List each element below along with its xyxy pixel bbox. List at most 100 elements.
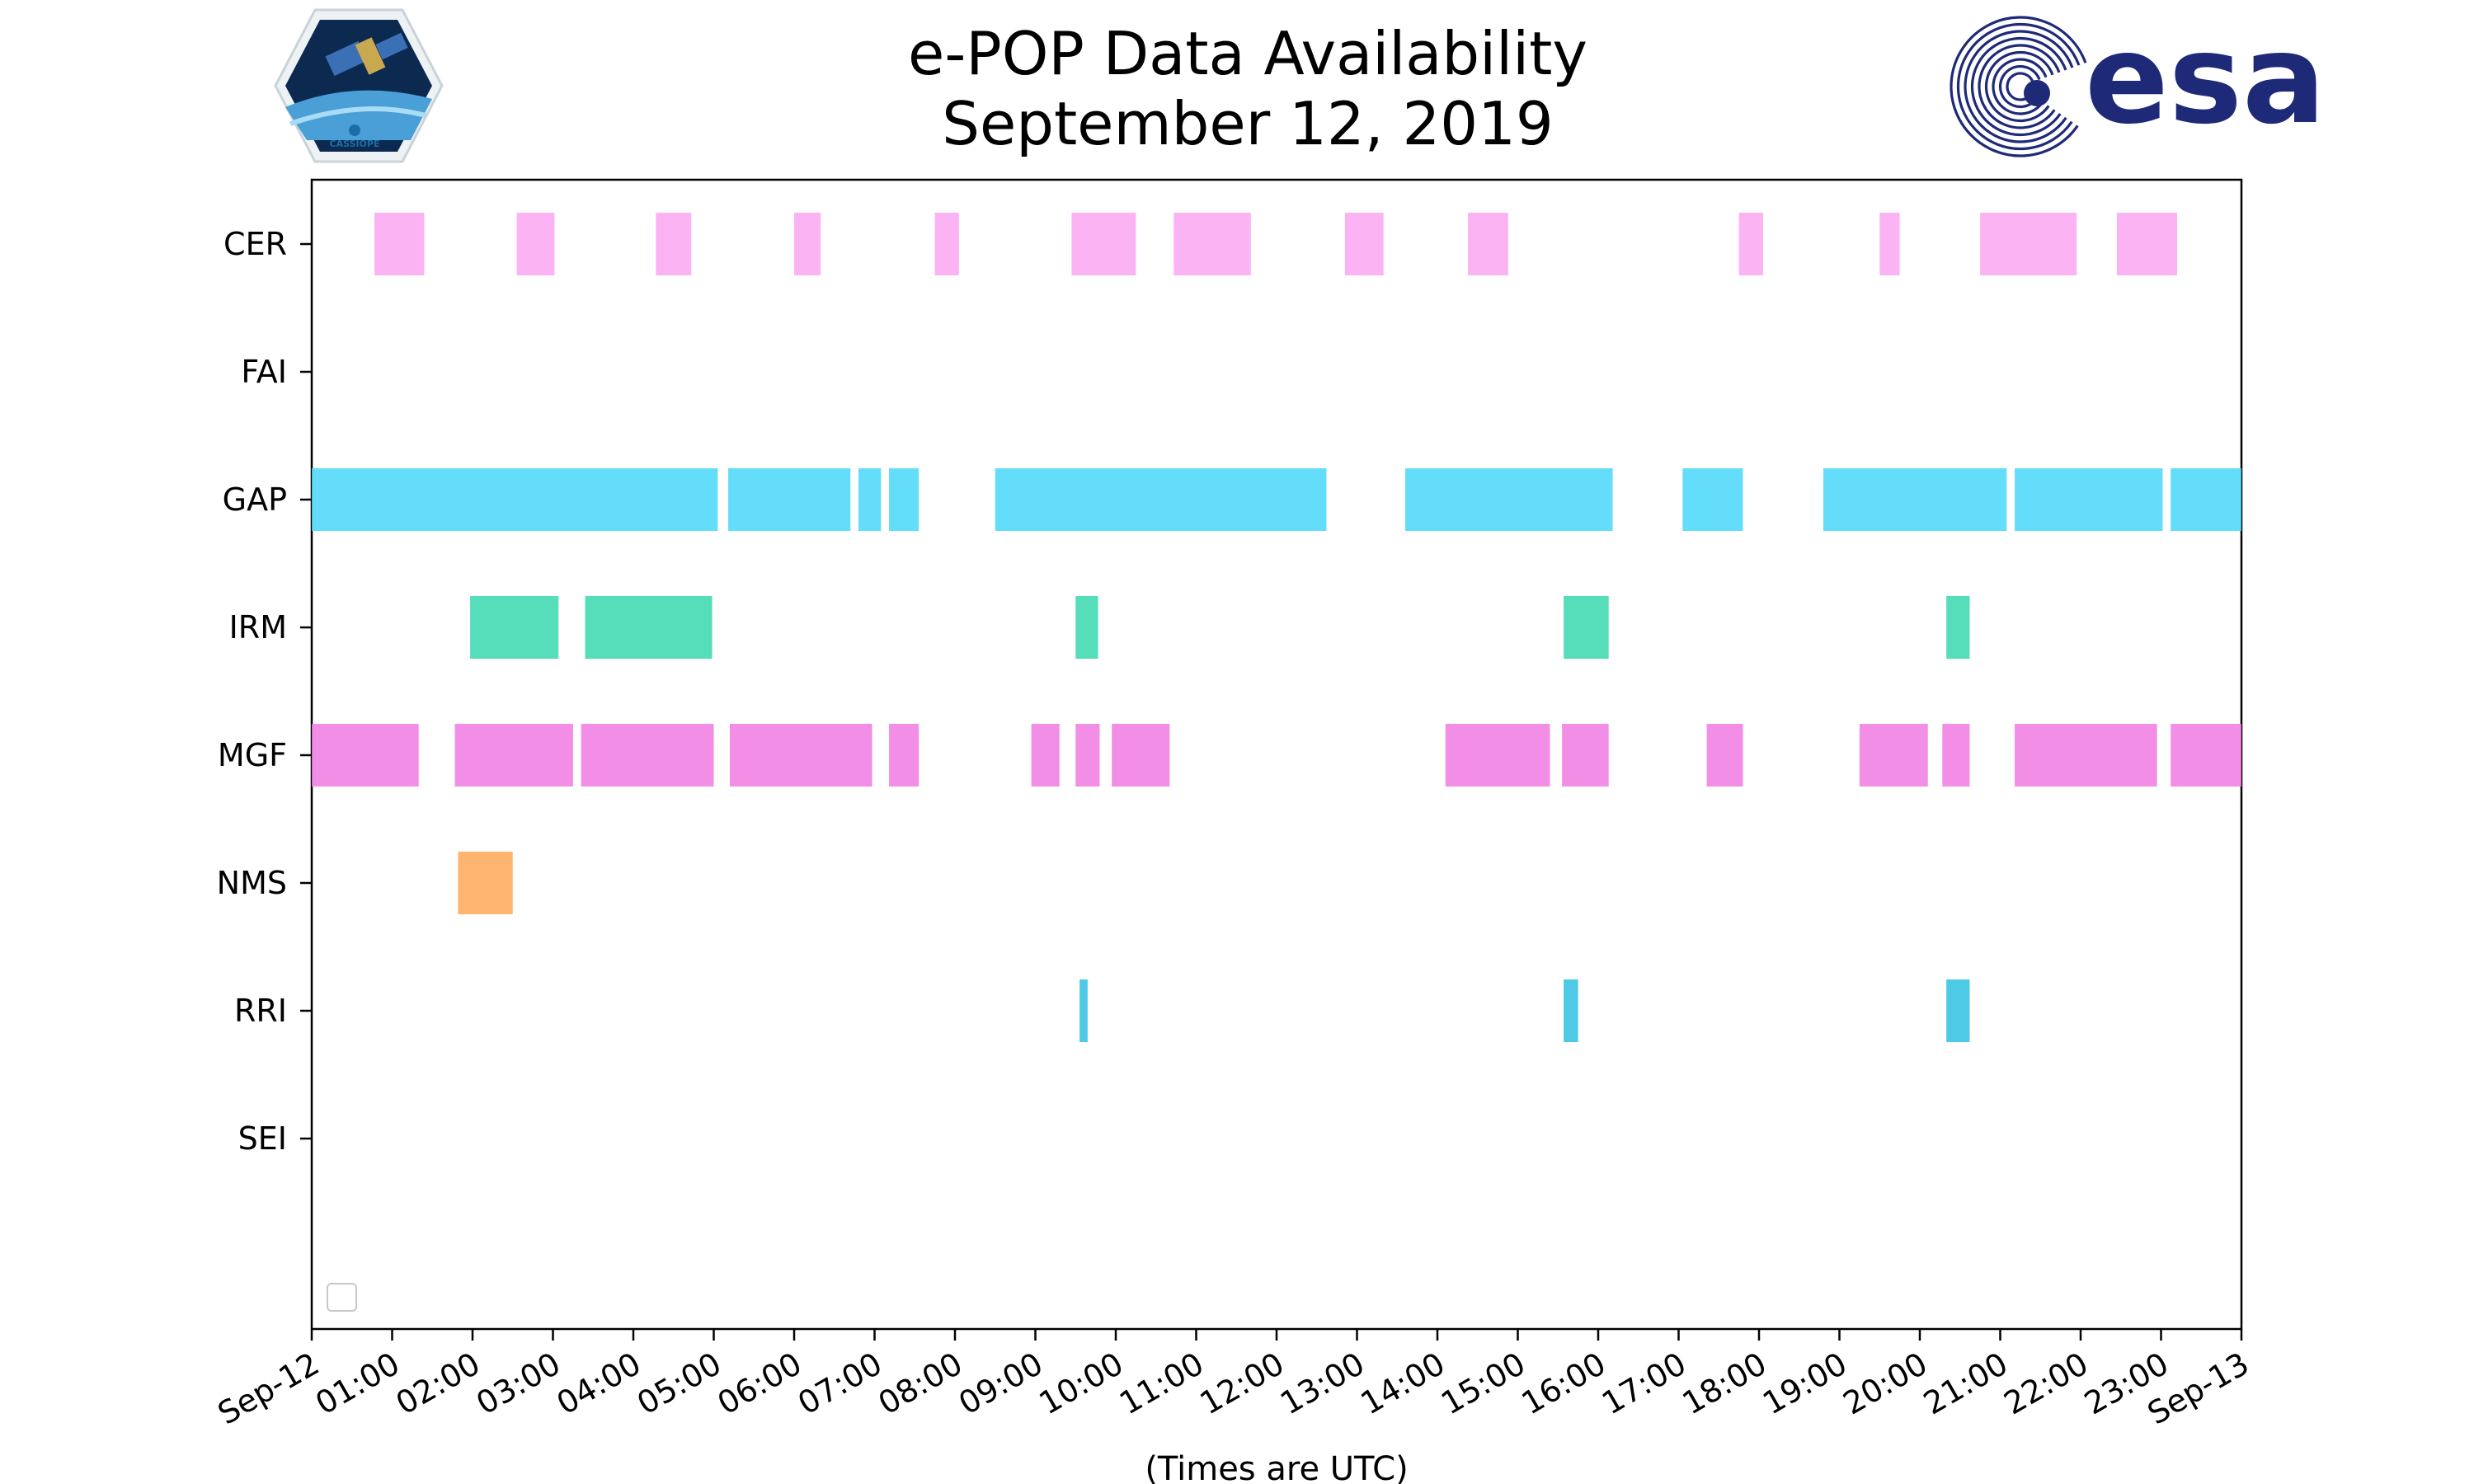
bar-gap <box>2015 468 2163 531</box>
x-tick-label: 13:00 <box>1274 1345 1371 1422</box>
x-tick-label: 16:00 <box>1516 1345 1612 1422</box>
bar-gap <box>858 468 882 531</box>
x-tick-label: 01:00 <box>309 1345 406 1422</box>
esa-swirl-ring <box>1984 50 2054 123</box>
x-axis: Sep-1201:0002:0003:0004:0005:0006:0007:0… <box>212 1329 2255 1432</box>
bars-layer <box>312 213 2241 1042</box>
chart-subtitle: September 12, 2019 <box>942 89 1553 158</box>
y-axis: CER FAI GAP IRM MGF NMS RRI SEI <box>217 226 312 1157</box>
y-tick-label: NMS <box>217 865 287 901</box>
bar-cer <box>1468 213 1508 275</box>
x-axis-label: (Times are UTC) <box>1145 1450 1408 1484</box>
esa-swirl-dot <box>2024 80 2050 106</box>
esa-swirl-icon <box>1950 16 2087 157</box>
x-tick-label: 02:00 <box>390 1345 487 1422</box>
bar-mgf <box>889 724 920 787</box>
bar-mgf <box>454 724 573 787</box>
x-tick-label: 04:00 <box>551 1345 647 1422</box>
x-tick-label: 17:00 <box>1596 1345 1692 1422</box>
bar-cer <box>2116 213 2177 275</box>
y-tick-label: GAP <box>223 481 287 518</box>
cassiope-logo: CASSIOPE <box>274 8 444 163</box>
esa-swirl-ring <box>1950 16 2087 157</box>
bar-irm <box>585 596 713 659</box>
bar-gap <box>1823 468 2007 531</box>
y-tick-label: SEI <box>238 1120 287 1157</box>
bar-mgf <box>1859 724 1928 787</box>
x-tick-label: 20:00 <box>1837 1345 1934 1422</box>
bar-irm <box>1564 596 1609 659</box>
bar-mgf <box>1112 724 1170 787</box>
bar-rri <box>1946 979 1970 1042</box>
x-tick-label: 09:00 <box>952 1345 1049 1422</box>
x-tick-label: 19:00 <box>1757 1345 1853 1422</box>
bar-mgf <box>1562 724 1609 787</box>
x-tick-label: 12:00 <box>1194 1345 1291 1422</box>
bar-gap <box>312 468 718 531</box>
bar-nms <box>458 852 513 914</box>
chart-title: e-POP Data Availability <box>908 19 1587 88</box>
bar-mgf <box>2015 724 2157 787</box>
esa-swirl-ring <box>2006 72 2034 101</box>
bar-cer <box>374 213 425 275</box>
bar-mgf <box>1075 724 1100 787</box>
bar-mgf <box>1942 724 1970 787</box>
bar-mgf <box>1706 724 1743 787</box>
x-tick-label: 18:00 <box>1677 1345 1773 1422</box>
bar-rri <box>1564 979 1578 1042</box>
bar-cer <box>516 213 555 275</box>
esa-swirl-ring <box>1998 64 2041 109</box>
bar-cer <box>1344 213 1384 275</box>
bar-mgf <box>312 724 419 787</box>
esa-swirl-ring <box>1970 36 2067 137</box>
bar-irm <box>1075 596 1098 659</box>
x-tick-label: 06:00 <box>712 1345 808 1422</box>
x-tick-label: 03:00 <box>470 1345 567 1422</box>
bar-cer <box>1980 213 2077 275</box>
x-tick-label: 05:00 <box>631 1345 727 1422</box>
x-tick-label: 08:00 <box>872 1345 969 1422</box>
y-tick-label: FAI <box>241 354 287 390</box>
bar-gap <box>889 468 920 531</box>
esa-swirl-ring <box>1992 58 2048 115</box>
bar-cer <box>656 213 692 275</box>
bar-mgf <box>730 724 872 787</box>
bar-gap <box>2171 468 2241 531</box>
cassiope-caption: CASSIOPE <box>330 139 380 149</box>
y-tick-label: RRI <box>234 993 287 1029</box>
x-tick-label: 14:00 <box>1355 1345 1451 1422</box>
bar-mgf <box>581 724 714 787</box>
x-tick-label: 15:00 <box>1435 1345 1531 1422</box>
bar-cer <box>1738 213 1763 275</box>
esa-swirl-ring <box>1956 22 2081 151</box>
y-tick-label: IRM <box>229 609 287 646</box>
bar-cer <box>1879 213 1900 275</box>
bar-gap <box>728 468 851 531</box>
x-tick-label: 22:00 <box>1998 1345 2095 1422</box>
esa-logo: esa <box>1950 8 2326 157</box>
bar-rri <box>1079 979 1088 1042</box>
bar-gap <box>1682 468 1743 531</box>
x-tick-label: 07:00 <box>792 1345 888 1422</box>
bar-gap <box>995 468 1327 531</box>
bar-mgf <box>1445 724 1550 787</box>
esa-wordmark: esa <box>2085 8 2326 152</box>
legend-box <box>327 1283 357 1312</box>
y-tick-label: MGF <box>218 737 287 773</box>
bar-irm <box>1946 596 1970 659</box>
x-tick-label: 21:00 <box>1917 1345 2014 1422</box>
x-tick-label: 11:00 <box>1113 1345 1210 1422</box>
bar-cer <box>794 213 821 275</box>
bar-gap <box>1405 468 1613 531</box>
bar-mgf <box>2171 724 2241 787</box>
esa-swirl-ring <box>1978 44 2061 129</box>
bar-cer <box>1071 213 1136 275</box>
y-tick-label: CER <box>223 226 287 262</box>
x-tick-label: Sep-12 <box>212 1345 326 1432</box>
bar-mgf <box>1031 724 1060 787</box>
esa-swirl-ring <box>1964 30 2074 143</box>
bar-cer <box>934 213 959 275</box>
bar-irm <box>470 596 559 659</box>
bar-cer <box>1174 213 1251 275</box>
